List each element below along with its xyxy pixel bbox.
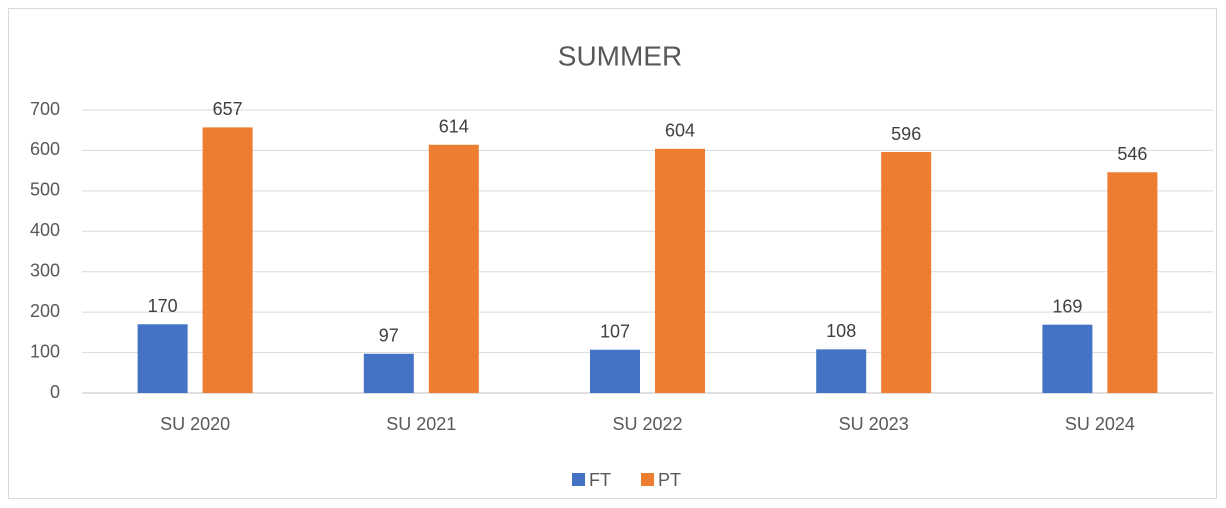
x-tick-label: SU 2023 xyxy=(839,414,909,434)
y-tick-label: 0 xyxy=(50,382,60,402)
data-label: 596 xyxy=(891,124,921,144)
data-label: 108 xyxy=(826,321,856,341)
y-tick-label: 500 xyxy=(30,180,60,200)
data-label: 107 xyxy=(600,321,630,341)
bar xyxy=(363,353,414,393)
data-label: 657 xyxy=(213,99,243,119)
bar xyxy=(1042,324,1093,393)
legend-swatch xyxy=(572,473,585,486)
bar xyxy=(1107,172,1158,393)
y-tick-label: 100 xyxy=(30,341,60,361)
data-label: 97 xyxy=(379,326,399,346)
bar xyxy=(137,324,188,393)
y-tick-label: 300 xyxy=(30,260,60,280)
data-label: 614 xyxy=(439,117,469,137)
y-tick-label: 400 xyxy=(30,220,60,240)
bar xyxy=(655,148,705,393)
y-tick-label: 600 xyxy=(30,139,60,159)
legend-label: FT xyxy=(589,470,611,490)
x-tick-label: SU 2024 xyxy=(1065,414,1135,434)
bar xyxy=(428,144,479,393)
y-tick-label: 700 xyxy=(30,99,60,119)
data-label: 546 xyxy=(1117,144,1147,164)
x-tick-label: SU 2020 xyxy=(160,414,230,434)
bar xyxy=(881,152,932,393)
bar xyxy=(202,127,253,394)
x-tick-label: SU 2022 xyxy=(612,414,682,434)
data-label: 169 xyxy=(1052,296,1082,316)
bar xyxy=(816,349,867,393)
chart-title: SUMMER xyxy=(558,40,682,71)
legend-swatch xyxy=(641,473,654,486)
bar xyxy=(590,349,640,393)
legend-label: PT xyxy=(658,470,681,490)
y-tick-label: 200 xyxy=(30,301,60,321)
data-label: 170 xyxy=(148,296,178,316)
x-tick-label: SU 2021 xyxy=(386,414,456,434)
data-label: 604 xyxy=(665,121,695,141)
